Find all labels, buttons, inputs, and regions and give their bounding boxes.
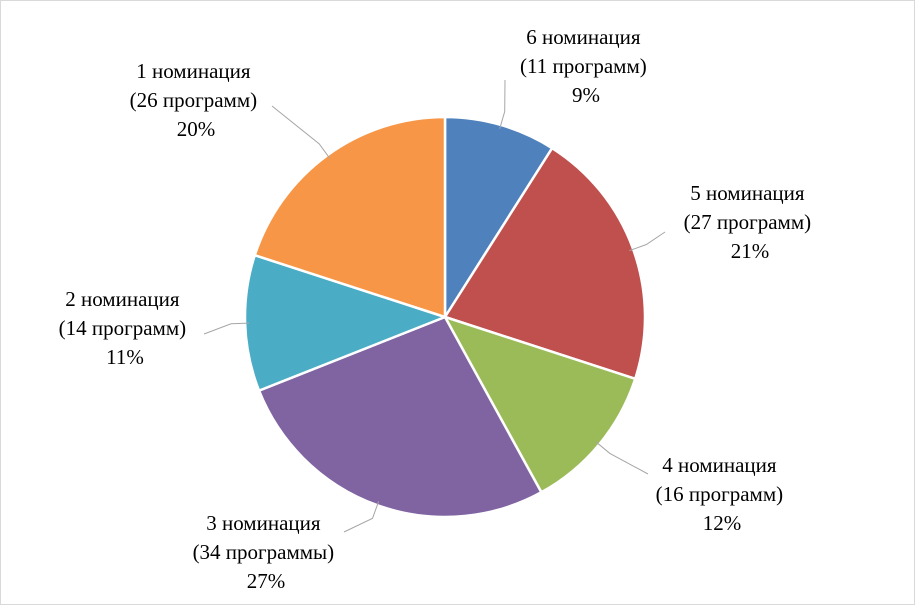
label-slice-6-percent: 9% — [572, 83, 600, 107]
leader-line-1 — [271, 105, 331, 159]
leader-line-5 — [629, 231, 666, 252]
label-slice-5-name: 5 номинация — [690, 181, 805, 205]
label-slice-1: 1 номинация (26 программ) 20% — [130, 59, 263, 141]
label-slice-3-name: 3 номинация — [206, 511, 321, 535]
label-slice-4-count: (16 программ) — [656, 482, 784, 506]
label-slice-4: 4 номинация (16 программ) 12% — [656, 453, 789, 535]
leader-line-3 — [343, 501, 380, 533]
slices-layer — [243, 115, 647, 519]
label-slice-6-count: (11 программ) — [520, 54, 647, 78]
label-slice-2: 2 номинация (14 программ) 11% — [59, 287, 192, 369]
label-slice-1-count: (26 программ) — [130, 88, 258, 112]
leader-line-6 — [499, 79, 506, 129]
label-slice-3-count: (34 программы) — [193, 540, 335, 564]
leader-lines-layer — [203, 79, 666, 533]
label-slice-2-count: (14 программ) — [59, 316, 187, 340]
leader-line-4 — [595, 441, 649, 475]
label-slice-5-count: (27 программ) — [684, 210, 812, 234]
label-slice-2-name: 2 номинация — [65, 287, 180, 311]
label-slice-3: 3 номинация (34 программы) 27% — [193, 511, 340, 593]
label-slice-1-name: 1 номинация — [136, 59, 251, 83]
label-slice-5: 5 номинация (27 программ) 21% — [684, 181, 817, 263]
label-slice-6-name: 6 номинация — [526, 25, 641, 49]
label-slice-5-percent: 21% — [731, 239, 770, 263]
label-slice-3-percent: 27% — [247, 569, 286, 593]
label-slice-1-percent: 20% — [177, 117, 216, 141]
label-slice-6: 6 номинация (11 программ) 9% — [520, 25, 652, 107]
label-slice-2-percent: 11% — [106, 345, 144, 369]
label-slice-4-percent: 12% — [703, 511, 742, 535]
label-slice-4-name: 4 номинация — [662, 453, 777, 477]
leader-line-2 — [203, 322, 250, 335]
